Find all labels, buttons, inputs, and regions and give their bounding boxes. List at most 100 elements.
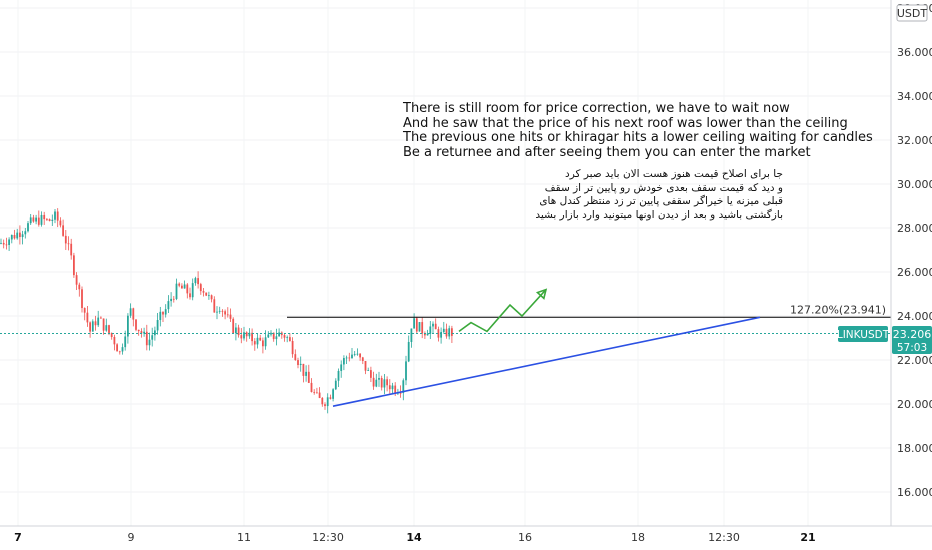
candle-body [162, 311, 164, 315]
candle-body [297, 360, 299, 365]
candle-body [199, 284, 202, 292]
candle-body [86, 312, 89, 323]
candle-body [32, 217, 35, 222]
candle-body [445, 328, 448, 337]
candle-body [159, 311, 162, 321]
persian-annotation[interactable]: جا برای اصلاح قیمت هنوز هست الان باید صب… [528, 168, 783, 222]
candle-body [175, 283, 178, 299]
symbol-tag[interactable]: LINKUSDT [837, 326, 890, 342]
candle-body [248, 332, 251, 337]
candle-body [237, 327, 240, 336]
candle-body [353, 354, 356, 356]
candle-body [73, 255, 75, 276]
candle-body [289, 337, 291, 342]
price-tick-label: 34.000 [897, 90, 932, 103]
time-tick-label: 12:30 [708, 531, 740, 544]
candle-body [326, 397, 329, 407]
trendline[interactable] [332, 316, 761, 407]
candle-body [329, 397, 332, 399]
candle-body [64, 235, 67, 244]
candle-body [375, 379, 378, 387]
candle-body [275, 336, 278, 340]
candle-body [294, 354, 297, 361]
candle-body [67, 243, 70, 245]
currency-label: USDT [897, 7, 928, 20]
annotation-line: بازگشتی باشید و بعد از دیدن اونها میتونی… [535, 208, 783, 221]
candle-body [437, 329, 440, 338]
annotation-line: The previous one hits or khiragar hits a… [403, 130, 873, 145]
candle-body [324, 404, 326, 407]
candle-body [143, 331, 145, 334]
time-axis[interactable]: 7 9 11 12:30 14 16 18 12:30 21 [14, 531, 815, 544]
candle-body [224, 311, 226, 315]
candle-body [442, 328, 445, 333]
candle-body [29, 217, 32, 224]
candle-body [19, 232, 21, 238]
candle-body [137, 329, 140, 332]
candle-body [418, 322, 421, 332]
candle-body [264, 337, 267, 347]
candle-body [40, 214, 43, 225]
candle-body [370, 370, 372, 378]
candle-body [37, 217, 40, 225]
annotation-line: There is still room for price correction… [403, 101, 790, 116]
price-axis[interactable]: 16.000 18.000 20.000 22.000 24.000 26.000 28.0… [897, 2, 932, 499]
candle-body [189, 293, 191, 298]
candle-body [91, 321, 94, 332]
candle-body [213, 299, 216, 313]
candle-body [97, 317, 100, 326]
english-annotation[interactable]: There is still room for price correction… [403, 101, 873, 160]
candle-body [208, 295, 210, 297]
candle-body [359, 353, 361, 358]
projection-path[interactable] [458, 289, 547, 333]
candle-body [181, 285, 183, 289]
candle-body [262, 340, 264, 347]
candle-body [21, 234, 24, 238]
last-price-tag[interactable]: 23.206 57:03 [892, 326, 932, 354]
candle-body [305, 371, 307, 376]
bar-countdown: 57:03 [897, 342, 927, 354]
candle-body [140, 331, 143, 334]
candle-body [256, 337, 259, 345]
candle-body [78, 284, 81, 290]
candle-body [172, 298, 175, 300]
price-tick-label: 30.000 [897, 178, 932, 191]
chart-grid [0, 0, 891, 526]
candle-body [48, 219, 51, 221]
candle-body [243, 332, 245, 339]
candle-body [310, 382, 313, 393]
candle-body [116, 344, 118, 352]
candle-body [56, 211, 59, 221]
candle-body [253, 341, 256, 345]
price-tick-label: 20.000 [897, 398, 932, 411]
candle-body [426, 333, 429, 336]
candle-body [183, 284, 186, 289]
candle-body [0, 242, 2, 244]
candle-body [429, 326, 432, 334]
candle-body [62, 225, 64, 236]
candle-body [2, 242, 5, 245]
price-tick-label: 16.000 [897, 486, 932, 499]
price-tick-label: 26.000 [897, 266, 932, 279]
candle-body [259, 337, 262, 341]
candle-body [424, 333, 426, 336]
candle-body [415, 318, 418, 332]
price-tick-label: 28.000 [897, 222, 932, 235]
candle-body [240, 335, 243, 339]
candle-body [291, 341, 294, 355]
candle-body [105, 325, 108, 331]
candle-body [132, 308, 135, 320]
candle-body [154, 330, 156, 336]
currency-badge[interactable]: USDT [896, 4, 928, 22]
candle-body [332, 389, 334, 399]
price-tick-label: 32.000 [897, 134, 932, 147]
candle-body [127, 315, 129, 337]
candle-body [313, 392, 316, 393]
candle-body [283, 335, 286, 338]
candle-body [321, 397, 324, 405]
candle-body [235, 327, 237, 333]
candle-body [272, 332, 275, 340]
candle-body [372, 377, 375, 387]
candle-body [440, 332, 442, 338]
